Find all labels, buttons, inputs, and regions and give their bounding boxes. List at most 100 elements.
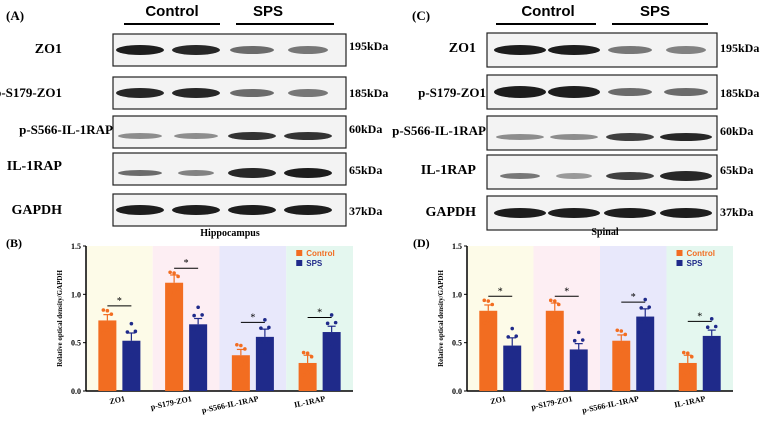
blot-kda-zo1-c: 195kDa <box>720 41 759 55</box>
blot-c-band <box>548 86 600 98</box>
blot-kda-ps566-c: 60kDa <box>720 124 753 138</box>
chartB-point-sps <box>192 327 196 332</box>
blot-label-zo1: ZO1 <box>35 42 62 57</box>
chart-b-ylabel: Relative optical density/GAPDH <box>56 270 64 367</box>
chartD-point-control <box>486 299 491 303</box>
blot-a-band <box>116 45 164 55</box>
chartD-ytick-label: 0.0 <box>452 387 462 396</box>
blot-a-band <box>284 132 332 140</box>
chartD-point-control <box>681 373 686 377</box>
blot-c-band <box>660 133 712 141</box>
chartD-point-sps <box>643 297 648 302</box>
blot-c-row-frame <box>486 115 718 151</box>
chartD-point-control <box>619 329 624 333</box>
blot-a-band <box>288 89 328 97</box>
chartB-point-sps <box>329 313 334 317</box>
panel-letter-a: (A) <box>6 8 24 23</box>
chartB-bg-2 <box>219 246 287 391</box>
chartB-point-control <box>243 359 247 364</box>
chartD-point-control <box>619 348 624 353</box>
chartD-point-sps <box>572 338 577 343</box>
chartD-point-sps <box>510 326 515 331</box>
chartB-point-sps <box>196 305 200 310</box>
chartB-point-sps <box>192 313 196 318</box>
chart-b-legend-sps-swatch <box>296 260 303 266</box>
chart-d-legend-sps-swatch <box>676 260 683 266</box>
chartD-point-sps <box>514 334 519 338</box>
chartB-bar-sps <box>122 340 141 391</box>
chartB-bg-1 <box>152 246 220 391</box>
blot-c-band <box>604 208 656 218</box>
blot-label-gapdh: GAPDH <box>11 203 62 218</box>
chartD-xtick-label: p-S179-ZO1 <box>530 394 573 411</box>
blot-c <box>486 32 718 231</box>
blot-c-band <box>550 134 598 140</box>
chartB-point-sps <box>333 320 338 325</box>
chartB-point-control <box>105 328 110 332</box>
chartB-point-control <box>305 370 310 375</box>
blot-c-band <box>494 45 546 55</box>
chartB-point-sps <box>196 337 200 341</box>
chart-b-legend-sps: SPS <box>306 259 323 268</box>
chartB-point-sps <box>125 330 130 334</box>
chartD-ytick-label: 1.0 <box>452 290 462 299</box>
chartD-xtick-label: p-S566-IL-1RAP <box>581 394 640 415</box>
chart-d: Relative optical density/GAPDH 0.0 0.5 1.0… <box>437 242 733 415</box>
chartB-point-control <box>309 354 314 359</box>
panel-letter-b: (B) <box>6 236 22 250</box>
chartD-ytick-label: 0.5 <box>452 339 462 348</box>
blot-c-band <box>666 46 706 54</box>
chartB-point-control <box>172 290 176 295</box>
chartD-point-control <box>615 351 620 355</box>
blot-a <box>112 33 347 227</box>
chartD-point-control <box>615 328 620 333</box>
chartB-point-sps <box>267 325 271 330</box>
chartB-point-control <box>235 342 239 347</box>
chartD-point-sps <box>580 338 585 342</box>
chart-d-legend: Control SPS <box>676 249 715 268</box>
chartB-bar-control <box>298 362 317 391</box>
blot-a-band <box>118 133 162 139</box>
blot-kda-ps179: 185kDa <box>349 86 388 100</box>
chartD-point-control <box>482 321 487 325</box>
blot-c-band <box>608 88 652 96</box>
blot-a-band <box>230 89 274 97</box>
blot-label-ps566-c: p-S566-IL-1RAP <box>392 123 486 138</box>
chartD-point-control <box>556 302 561 307</box>
chartB-sig-star: * <box>250 312 255 323</box>
blot-c-band <box>664 88 708 96</box>
chartB-point-sps <box>200 313 204 317</box>
chartD-bg-3 <box>666 246 733 391</box>
blot-c-band <box>548 45 600 55</box>
panel-a: (A) Control SPS ZO1 p-S179-ZO1 p-S566-IL… <box>0 3 388 239</box>
blot-kda-zo1: 195kDa <box>349 39 388 53</box>
chartD-bg-0 <box>467 246 534 391</box>
blot-caption-c: Spinal <box>591 227 618 238</box>
chartB-point-sps <box>125 344 130 348</box>
chartB-bar-control <box>165 282 184 391</box>
chartB-sig-star: * <box>117 296 122 307</box>
blot-label-zo1-c: ZO1 <box>449 41 476 56</box>
chartB-point-control <box>235 365 239 370</box>
chartD-point-control <box>486 318 491 323</box>
blot-label-ps179-c: p-S179-ZO1 <box>418 85 486 100</box>
chartB-point-control <box>168 270 172 275</box>
chartD-ytick-label: 1.5 <box>452 242 462 251</box>
chartD-point-control <box>490 302 495 307</box>
chartD-bar-sps <box>636 316 655 391</box>
chartD-point-control <box>548 298 553 303</box>
chart-d-legend-control-swatch <box>676 250 683 256</box>
chart-b-legend: Control SPS <box>296 249 335 268</box>
chartD-point-control <box>556 315 561 319</box>
chartD-point-sps <box>576 330 581 335</box>
chart-d-legend-sps: SPS <box>687 259 704 268</box>
chartB-point-sps <box>267 338 271 342</box>
blot-a-band <box>288 46 328 54</box>
blot-caption-a: Hippocampus <box>200 228 260 239</box>
chartB-sig-star: * <box>317 308 322 319</box>
chartD-point-sps <box>514 346 519 351</box>
blot-c-band <box>496 134 544 140</box>
chartD-point-sps <box>705 325 710 330</box>
chartD-xtick-label: IL-1RAP <box>673 394 706 409</box>
